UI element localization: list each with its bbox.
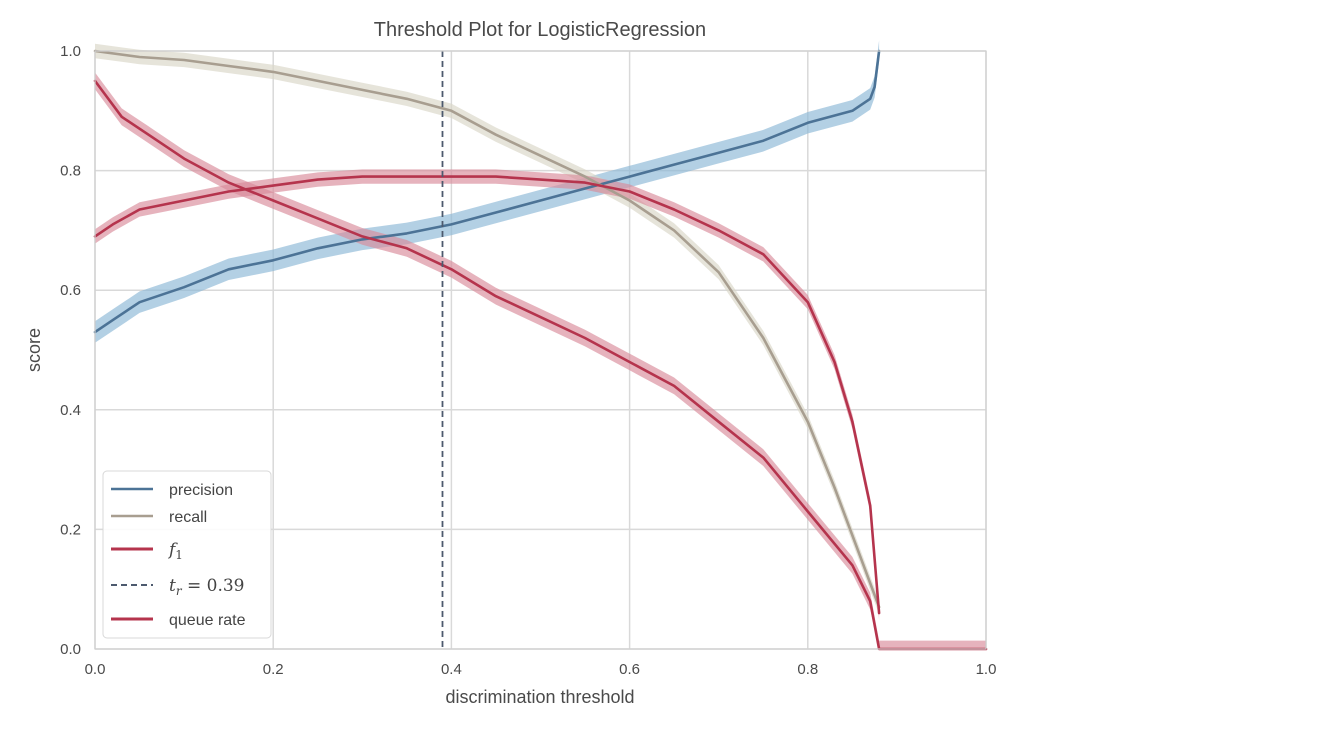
legend-threshold-symbol: t <box>169 576 176 596</box>
series-line-queue-rate <box>93 79 988 651</box>
legend-f1-symbol: f <box>167 540 178 560</box>
series-line-precision <box>93 49 881 334</box>
x-tick-label: 0.2 <box>263 661 284 678</box>
x-tick-label: 0.4 <box>441 661 462 678</box>
y-tick-label: 0.2 <box>60 521 81 538</box>
y-tick-label: 1.0 <box>60 43 81 60</box>
y-axis-title: score <box>24 328 44 372</box>
x-tick-label: 0.8 <box>797 661 818 678</box>
y-tick-label: 0.6 <box>60 282 81 299</box>
plot-frame <box>94 50 987 650</box>
x-tick-label: 0.0 <box>85 661 106 678</box>
series-line-f1 <box>93 175 881 615</box>
line-layer <box>93 49 988 651</box>
legend-label-recall: recall <box>169 509 207 526</box>
tick-labels: 0.0 0.2 0.4 0.6 0.8 1.0 0.0 0.2 0.4 0.6 0.8 1.0 <box>60 43 996 678</box>
band-layer <box>95 40 986 649</box>
legend-threshold-value: = 0.39 <box>182 576 245 596</box>
x-axis-title: discrimination threshold <box>445 687 634 707</box>
y-tick-label: 0.8 <box>60 163 81 180</box>
legend-box <box>102 470 272 639</box>
band-queue-rate <box>95 72 986 649</box>
x-tick-label: 0.6 <box>619 661 640 678</box>
legend-label-precision: precision <box>169 482 233 499</box>
y-tick-label: 0.0 <box>60 641 81 658</box>
legend-label-threshold: tr = 0.39 <box>169 576 245 598</box>
chart-title: Threshold Plot for LogisticRegression <box>374 19 706 41</box>
y-tick-label: 0.4 <box>60 402 81 419</box>
series-line-recall <box>93 49 881 609</box>
legend: precision recall f1 tr = 0.39 queue rate <box>102 470 272 639</box>
legend-label-f1: f1 <box>167 540 183 562</box>
legend-threshold-subscript: r <box>176 584 183 598</box>
legend-label-queue-rate: queue rate <box>169 612 246 629</box>
legend-f1-subscript: 1 <box>175 548 183 562</box>
x-tick-label: 1.0 <box>976 661 997 678</box>
